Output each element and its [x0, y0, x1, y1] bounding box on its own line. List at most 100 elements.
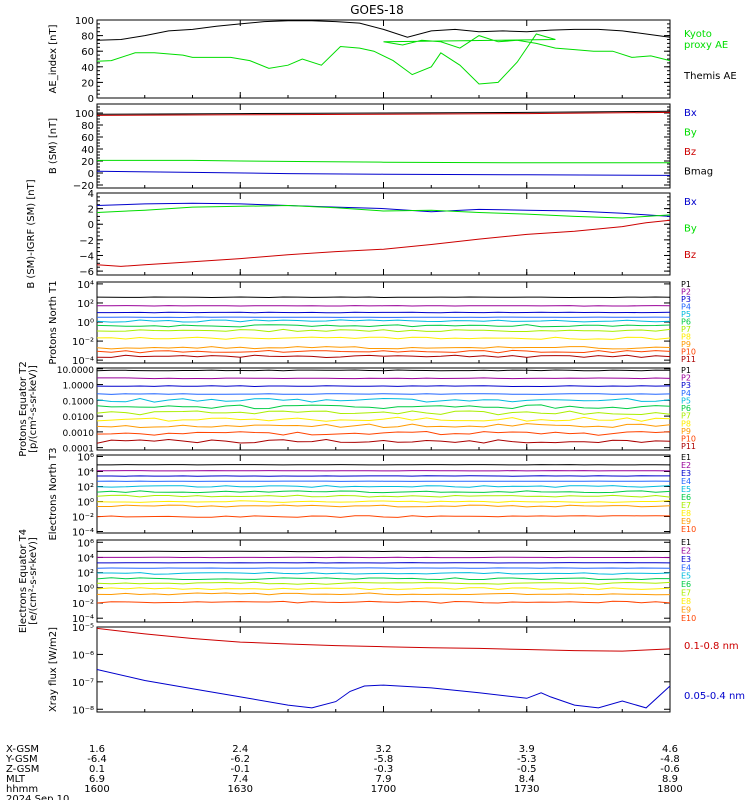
legend-label: E6	[681, 580, 691, 589]
series-line	[96, 110, 671, 115]
y-tick-label: 100	[75, 109, 94, 120]
y-tick-label: 10⁻⁷	[72, 678, 94, 689]
y-tick-label: 10⁰	[77, 318, 94, 329]
y-axis-label: AE_index [nT]	[48, 24, 59, 93]
x-tick-value: 1700	[371, 784, 396, 795]
x-axis-row-label: X-GSM	[6, 744, 39, 755]
series-line	[96, 349, 671, 354]
y-tick-label: 10⁻²	[72, 337, 94, 348]
y-axis-label: Electrons North T3	[48, 447, 59, 540]
series-line	[96, 336, 671, 340]
y-axis-label-units: [e/(cm²-s-sr-keV)]	[28, 537, 39, 625]
x-tick-value: -4.8	[660, 754, 680, 765]
legend-label: Bx	[684, 197, 697, 208]
x-tick-value: -6.4	[87, 754, 107, 765]
series-line	[96, 385, 671, 388]
series-line	[96, 33, 671, 85]
x-tick-value: -0.6	[660, 764, 680, 775]
y-tick-label: 4	[88, 189, 94, 200]
y-tick-label: 40	[81, 63, 94, 74]
series-line	[96, 204, 671, 219]
panel-8: 10⁻⁸ 10⁻⁷ 10⁻⁶ 10⁻⁵ Xray flux [W/m2] 0.1-0.8 …	[48, 623, 745, 716]
x-tick-value: 1730	[514, 784, 539, 795]
panel-5: 0.0001 0.0010 0.0100 0.1000 1.0000 10.0000 Pro…	[18, 361, 696, 457]
legend-label: E7	[681, 501, 691, 510]
legend-label: P10	[681, 348, 696, 357]
series-line	[96, 328, 671, 333]
legend-label: E10	[681, 525, 696, 534]
legend-label: E10	[681, 614, 696, 623]
series-line	[96, 170, 671, 176]
x-tick-value: 1.6	[89, 744, 105, 755]
y-axis-label: Xray flux [W/m2]	[48, 627, 59, 712]
y-tick-label: 20	[81, 157, 94, 168]
y-tick-label: −6	[79, 267, 94, 278]
series-line	[96, 430, 671, 436]
legend-label: Themis AE	[683, 71, 737, 82]
y-tick-label: 10.0000	[57, 366, 94, 376]
y-tick-label: 10⁻⁶	[72, 650, 94, 661]
legend-label: P4	[681, 303, 691, 312]
legend-label: P1	[681, 280, 691, 289]
y-tick-label: 10⁻²	[72, 513, 94, 524]
x-tick-value: 8.9	[662, 774, 678, 785]
y-tick-label: −20	[73, 181, 94, 192]
x-tick-value: 6.9	[89, 774, 105, 785]
legend-label: E5	[681, 485, 691, 494]
series-line	[96, 669, 671, 709]
legend-label: Bmag	[684, 166, 713, 177]
y-tick-label: 10⁻⁵	[72, 623, 94, 634]
series-line	[97, 571, 671, 575]
legend-label: E3	[681, 555, 691, 564]
series-line	[96, 515, 671, 518]
legend-label: Bz	[684, 250, 696, 261]
y-tick-label: 10⁶	[77, 538, 94, 549]
x-axis-date: 2024 Sep 10	[6, 794, 69, 800]
panel-6: 10⁻⁴ 10⁻² 10⁰ 10² 10⁴ 10⁶ Electrons North T3 E1…	[48, 447, 696, 540]
series-line	[96, 490, 671, 494]
legend-label: P3	[681, 381, 691, 390]
series-line	[96, 354, 671, 359]
panel-frame	[96, 19, 671, 99]
legend-label: P9	[681, 427, 691, 436]
series-line	[96, 397, 671, 403]
legend-label: E7	[681, 589, 691, 598]
legend-label: E2	[681, 546, 691, 555]
y-axis-label: Electrons Equator T4	[18, 529, 29, 633]
x-tick-value: 1800	[657, 784, 682, 795]
y-tick-label: 10⁻²	[72, 599, 94, 610]
legend-label: E5	[681, 572, 691, 581]
y-axis-label: B (SM) [nT]	[48, 118, 59, 174]
x-tick-value: 7.4	[232, 774, 248, 785]
series-line	[96, 587, 671, 591]
series-line	[96, 319, 671, 323]
legend-label: P9	[681, 340, 691, 349]
legend-label: E8	[681, 509, 691, 518]
y-tick-label: 0.0001	[63, 445, 95, 455]
x-tick-value: 3.2	[376, 744, 392, 755]
series-line	[96, 485, 671, 488]
x-tick-value: -5.3	[517, 754, 537, 765]
x-tick-value: -6.2	[230, 754, 250, 765]
x-tick-value: 4.6	[662, 744, 678, 755]
y-tick-label: 0	[88, 94, 94, 105]
legend-label: 0.05-0.4 nm	[684, 691, 745, 702]
legend-label: 0.1-0.8 nm	[684, 641, 739, 652]
y-tick-label: 10²	[77, 569, 94, 580]
series-line	[96, 305, 671, 307]
legend-label: P11	[681, 442, 696, 451]
series-line	[96, 423, 671, 429]
legend-label: E1	[681, 538, 691, 547]
x-tick-value: 0.1	[89, 764, 105, 775]
legend-label: P11	[681, 355, 696, 364]
y-axis-label: Protons Equator T2	[18, 361, 29, 457]
legend-label: E1	[681, 453, 691, 462]
series-line	[96, 438, 671, 444]
y-tick-label: 1.0000	[63, 382, 95, 392]
series-line	[96, 627, 671, 652]
